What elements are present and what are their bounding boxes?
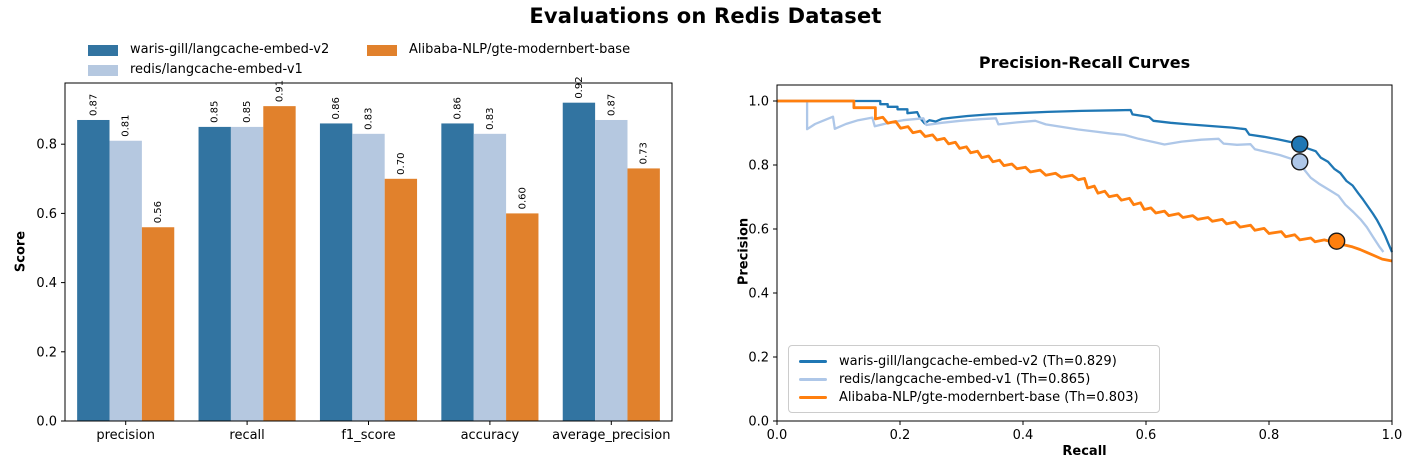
y-tick-label: 0.4 <box>748 287 769 302</box>
legend-label: Alibaba-NLP/gte-modernbert-base (Th=0.80… <box>839 389 1139 405</box>
bar <box>230 126 264 422</box>
figure-title: Evaluations on Redis Dataset <box>529 4 882 28</box>
pr-y-axis-label: Precision <box>736 217 752 286</box>
pr-x-axis-label: Recall <box>1062 444 1107 459</box>
pr-chart-plot: 0.0 0.2 0.4 0.6 0.8 1.0 0.0 0.2 0.4 0.6 0.8 1.0 <box>748 84 1403 443</box>
pr-curve <box>777 99 1393 263</box>
bar <box>384 178 418 421</box>
bar-value-label: 0.83 <box>485 108 496 130</box>
bar-value-label: 0.91 <box>274 80 285 102</box>
bar <box>506 213 539 421</box>
y-tick-label: 0.8 <box>748 159 769 174</box>
bar <box>109 140 142 422</box>
threshold-marker <box>1291 153 1309 171</box>
bar <box>441 123 474 421</box>
legend-line-swatch <box>799 395 827 399</box>
pr-curve <box>777 99 1385 253</box>
y-tick-label: 0.8 <box>36 138 57 153</box>
legend-label: waris-gill/langcache-embed-v2 <box>130 42 330 57</box>
x-tick-label: 0.0 <box>767 428 788 443</box>
threshold-marker <box>1327 232 1346 250</box>
pr-curve <box>777 99 1394 253</box>
bar-y-axis-label: Score <box>13 230 29 273</box>
bar-value-label: 0.92 <box>574 76 585 98</box>
legend-item: redis/langcache-embed-v1 (Th=0.865) <box>799 372 1149 387</box>
y-tick-label: 1.0 <box>748 95 769 110</box>
bar <box>319 123 353 421</box>
y-tick-label: 0.6 <box>748 223 769 238</box>
y-tick-label: 0.2 <box>748 351 769 366</box>
bar <box>627 168 660 421</box>
y-tick-label: 0.6 <box>36 207 57 222</box>
y-tick-label: 0.0 <box>748 415 769 430</box>
bar-value-label: 0.87 <box>606 94 617 116</box>
legend-item: waris-gill/langcache-embed-v2 <box>88 42 367 58</box>
bar-value-label: 0.85 <box>210 101 221 123</box>
x-tick-label: average_precision <box>552 428 670 443</box>
bar <box>562 102 596 422</box>
legend-label: redis/langcache-embed-v1 (Th=0.865) <box>839 371 1091 387</box>
legend-swatch <box>367 44 397 56</box>
y-tick-label: 0.2 <box>36 345 57 360</box>
bar-value-label: 0.70 <box>396 153 407 175</box>
bar-value-label: 0.60 <box>517 187 528 209</box>
bar <box>263 106 296 421</box>
legend-item: redis/langcache-embed-v1 <box>88 62 367 78</box>
legend-swatch <box>88 64 118 76</box>
x-tick-label: 0.2 <box>890 428 911 443</box>
bar-value-label: 0.83 <box>364 108 375 130</box>
bar <box>141 227 175 421</box>
legend-label: waris-gill/langcache-embed-v2 (Th=0.829) <box>839 353 1117 369</box>
y-tick-label: 0.0 <box>36 415 57 430</box>
pr-chart-title: Precision-Recall Curves <box>978 53 1191 72</box>
bar-value-label: 0.86 <box>453 97 464 119</box>
bar-value-label: 0.85 <box>242 101 253 123</box>
bar-value-label: 0.56 <box>153 201 164 223</box>
legend-line-swatch <box>799 377 827 381</box>
legend-label: redis/langcache-embed-v1 <box>130 62 303 77</box>
bar <box>77 119 110 421</box>
x-tick-label: f1_score <box>341 428 395 443</box>
legend-swatch <box>88 44 118 56</box>
legend-label: Alibaba-NLP/gte-modernbert-base <box>409 42 631 57</box>
bar-value-label: 0.73 <box>639 142 650 164</box>
x-tick-label: 0.8 <box>1259 428 1280 443</box>
x-tick-label: 0.4 <box>1013 428 1034 443</box>
x-tick-label: 0.6 <box>1136 428 1157 443</box>
x-tick-label: accuracy <box>461 428 520 443</box>
legend-item: Alibaba-NLP/gte-modernbert-base <box>367 42 630 58</box>
x-tick-label: recall <box>229 428 264 443</box>
legend-item: Alibaba-NLP/gte-modernbert-base (Th=0.80… <box>799 390 1149 405</box>
x-tick-label: precision <box>96 428 155 443</box>
y-tick-label: 0.4 <box>36 276 57 291</box>
bar <box>473 133 507 421</box>
bar-chart-plot: 0.0 0.2 0.4 0.6 0.8 precision 0.87 0.81 0.56 reca… <box>36 76 673 443</box>
bar <box>352 133 385 421</box>
x-tick-label: 1.0 <box>1382 428 1403 443</box>
bar-value-label: 0.87 <box>88 94 99 116</box>
bar-value-label: 0.81 <box>121 114 132 136</box>
bar <box>198 126 231 422</box>
plot-border <box>776 84 1393 422</box>
legend-item: waris-gill/langcache-embed-v2 (Th=0.829) <box>799 354 1149 369</box>
pr-chart-legend: waris-gill/langcache-embed-v2 (Th=0.829)… <box>788 345 1160 413</box>
bar-chart-legend: waris-gill/langcache-embed-v2 redis/lang… <box>88 42 630 78</box>
legend-line-swatch <box>799 359 827 363</box>
bar <box>595 119 628 421</box>
plot-border <box>64 82 673 422</box>
threshold-marker <box>1291 135 1309 153</box>
bar-value-label: 0.86 <box>331 97 342 119</box>
